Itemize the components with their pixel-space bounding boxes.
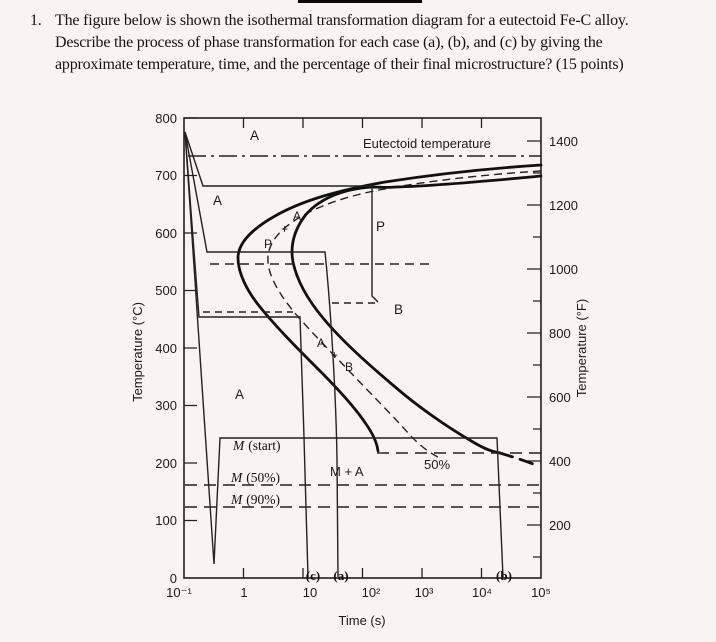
y-left-tick-400: 400 [155,341,177,356]
question-number: 1. [30,12,42,29]
m-plus-a-label: M + A [330,464,364,479]
case-a-label: (a) [333,568,348,583]
y-right-tick-200: 200 [549,518,571,533]
m-50-label: M (50%) [230,470,280,485]
case-b-label: (b) [496,568,512,583]
x-tick-100000: 10⁵ [531,585,551,600]
m-start-label-suffix: (start) [248,438,280,453]
y-right-tick-1000: 1000 [549,262,578,277]
x-tick-10000: 10⁴ [472,585,492,600]
fifty-percent-label: 50% [424,457,450,472]
y-left-tick-700: 700 [155,168,177,183]
y-right-axis-title: Temperature (°F) [574,299,589,397]
y-left-tick-500: 500 [155,283,177,298]
eutectoid-temperature-label: Eutectoid temperature [363,136,491,151]
bottom-axis-ticks [242,568,483,578]
y-left-tick-800: 800 [155,111,177,126]
m-50-label-suffix: (50%) [246,470,280,485]
y-left-tick-0: 0 [170,571,177,586]
y-left-tick-100: 100 [155,513,177,528]
y-left-axis-title: Temperature (°C) [130,302,145,402]
left-axis-major-ticks [184,117,197,522]
isothermal-hold-680C-line [184,131,379,303]
x-tick-0p1: 10⁻¹ [166,585,192,600]
y-left-tick-300: 300 [155,398,177,413]
x-tick-10: 10 [303,585,317,600]
treatment-path-c [184,131,309,578]
y-left-tick-600: 600 [155,226,177,241]
treatment-path-b [184,131,504,578]
x-axis-title: Time (s) [338,613,385,628]
plus-sign-ap: + [281,222,288,236]
y-left-tick-200: 200 [155,456,177,471]
m-start-label: M (start) [232,438,280,453]
m-90-label: M (90%) [230,492,280,507]
plus-sign-ab: + [331,348,338,362]
m-90-label-m: M [230,492,243,507]
question-line-1: The figure below is shown the isothermal… [55,12,629,29]
question-line-3: approximate temperature, time, and the p… [55,56,624,73]
x-tick-1000: 10³ [415,585,434,600]
pearlite-label-ap: P [264,237,272,251]
scan-artifact-line [298,0,422,3]
austenite-label-ap: A [293,209,301,223]
transformation-finish-curve [290,174,543,455]
y-right-tick-800: 800 [549,326,571,341]
transformation-start-curve [236,163,543,453]
x-tick-1: 1 [240,585,247,600]
y-right-tick-600: 600 [549,390,571,405]
y-right-tick-1400: 1400 [549,134,578,149]
question-line-2: Describe the process of phase transforma… [55,34,603,51]
m-50-label-m: M [230,470,243,485]
right-axis-major-ticks [527,140,541,526]
austenite-label-mid: A [213,193,222,208]
bainite-region-label: B [394,302,403,317]
y-right-tick-400: 400 [549,454,571,469]
pearlite-region-label: P [376,219,385,234]
m-90-label-suffix: (90%) [246,492,280,507]
right-axis-minor-ticks [533,172,541,558]
m-start-label-m: M [232,438,245,453]
austenite-label-ab: A [317,336,325,350]
austenite-label-low: A [235,387,244,402]
y-right-tick-1200: 1200 [549,198,578,213]
austenite-label-top: A [250,128,259,143]
x-tick-100: 10² [362,585,381,600]
finish-curve-dashed-tail [498,451,540,468]
case-c-label: (c) [306,568,320,583]
treatment-path-a [184,131,339,578]
top-axis-ticks [242,118,483,128]
fifty-percent-curve [267,170,542,459]
bainite-label-ab: B [345,360,353,374]
